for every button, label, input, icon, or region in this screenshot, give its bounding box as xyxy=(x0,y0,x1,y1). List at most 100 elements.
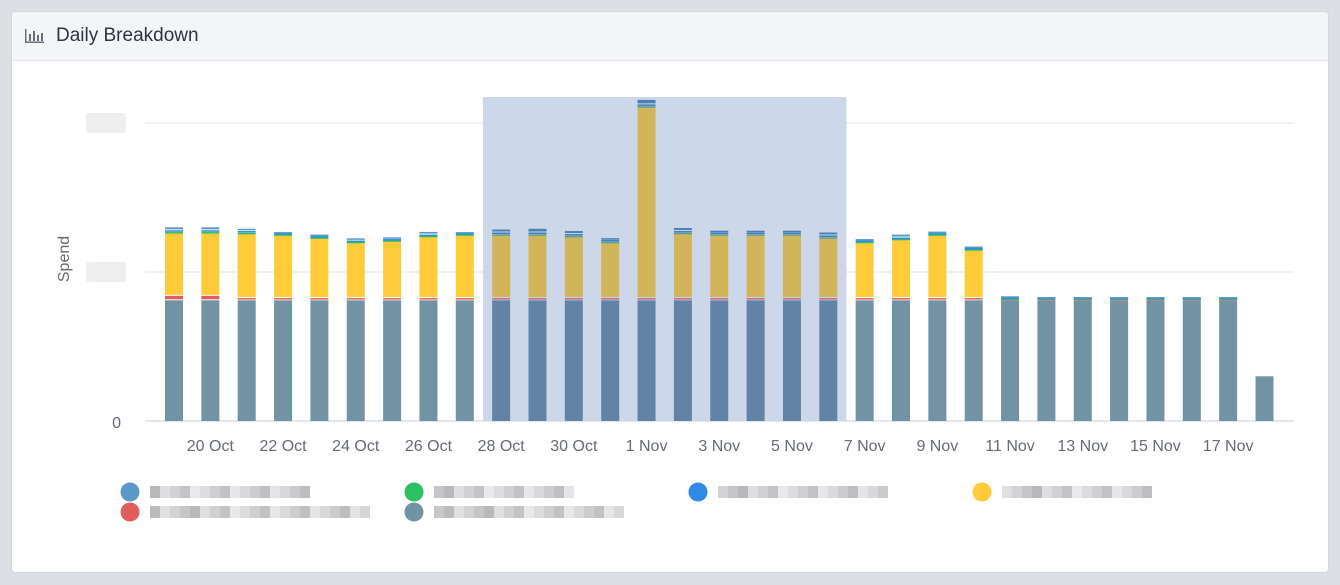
bar-segment[interactable] xyxy=(1182,297,1201,299)
bar-stack[interactable] xyxy=(237,228,256,421)
bar-segment[interactable] xyxy=(928,235,947,298)
bar-segment[interactable] xyxy=(601,242,620,298)
bar-segment[interactable] xyxy=(310,300,329,421)
bar-segment[interactable] xyxy=(746,234,765,236)
bar-segment[interactable] xyxy=(1219,297,1238,299)
bar-segment[interactable] xyxy=(165,227,183,230)
bar-segment[interactable] xyxy=(201,233,220,295)
bar-segment[interactable] xyxy=(746,300,765,421)
bar-segment[interactable] xyxy=(201,230,220,232)
bar-segment[interactable] xyxy=(782,235,801,298)
bar-segment[interactable] xyxy=(564,300,583,421)
bar-segment[interactable] xyxy=(383,239,402,241)
bar-stack[interactable] xyxy=(346,238,365,421)
bar-segment[interactable] xyxy=(637,298,656,300)
bar-segment[interactable] xyxy=(746,235,765,298)
bar-segment[interactable] xyxy=(782,232,801,235)
bar-segment[interactable] xyxy=(819,300,838,421)
bar-segment[interactable] xyxy=(855,241,874,244)
bar-segment[interactable] xyxy=(455,235,474,298)
bar-segment[interactable] xyxy=(892,239,910,298)
bar-segment[interactable] xyxy=(1001,296,1020,298)
bar-segment[interactable] xyxy=(710,230,729,233)
bar-segment[interactable] xyxy=(819,235,838,237)
bar-segment[interactable] xyxy=(637,104,656,106)
bar-segment[interactable] xyxy=(165,295,183,300)
bar-stack[interactable] xyxy=(819,232,838,421)
bar-segment[interactable] xyxy=(419,236,438,298)
bar-segment[interactable] xyxy=(383,300,402,421)
legend-item[interactable] xyxy=(120,502,371,522)
bar-segment[interactable] xyxy=(201,295,220,300)
bar-segment[interactable] xyxy=(601,238,620,240)
bar-segment[interactable] xyxy=(237,298,256,300)
bar-segment[interactable] xyxy=(346,241,365,244)
bar-segment[interactable] xyxy=(964,250,983,298)
bar-stack[interactable] xyxy=(1255,376,1274,421)
bar-segment[interactable] xyxy=(1037,300,1056,421)
bar-segment[interactable] xyxy=(855,300,874,421)
bar-segment[interactable] xyxy=(1255,376,1274,421)
bar-segment[interactable] xyxy=(746,298,765,300)
bar-segment[interactable] xyxy=(165,233,183,295)
bar-segment[interactable] xyxy=(528,235,547,298)
bar-segment[interactable] xyxy=(637,99,656,104)
bar-segment[interactable] xyxy=(455,234,474,236)
bar-segment[interactable] xyxy=(1001,298,1020,300)
bar-segment[interactable] xyxy=(419,234,438,237)
bar-segment[interactable] xyxy=(637,107,656,298)
bar-segment[interactable] xyxy=(201,232,220,234)
bar-segment[interactable] xyxy=(1073,297,1092,299)
bar-segment[interactable] xyxy=(782,234,801,236)
bar-segment[interactable] xyxy=(964,300,983,421)
bar-segment[interactable] xyxy=(201,227,220,230)
bar-segment[interactable] xyxy=(419,298,438,300)
bar-segment[interactable] xyxy=(492,298,511,300)
bar-stack[interactable] xyxy=(746,230,765,421)
bar-stack[interactable] xyxy=(165,227,183,421)
bar-segment[interactable] xyxy=(492,229,511,232)
bar-segment[interactable] xyxy=(383,298,402,300)
bar-stack[interactable] xyxy=(201,227,220,421)
bar-segment[interactable] xyxy=(383,241,402,298)
bar-segment[interactable] xyxy=(892,234,910,237)
bar-segment[interactable] xyxy=(928,233,947,235)
bar-segment[interactable] xyxy=(528,300,547,421)
bar-segment[interactable] xyxy=(892,300,910,421)
bar-segment[interactable] xyxy=(237,234,256,298)
legend-item[interactable] xyxy=(688,482,889,502)
bar-segment[interactable] xyxy=(274,233,293,235)
bar-segment[interactable] xyxy=(964,246,983,249)
bar-stack[interactable] xyxy=(492,229,511,421)
bar-segment[interactable] xyxy=(346,242,365,298)
bar-stack[interactable] xyxy=(964,246,983,421)
bar-segment[interactable] xyxy=(1001,300,1020,421)
legend-item[interactable] xyxy=(404,482,575,502)
bar-stack[interactable] xyxy=(855,239,874,421)
bar-segment[interactable] xyxy=(274,232,293,234)
bar-segment[interactable] xyxy=(1182,300,1201,421)
bar-stack[interactable] xyxy=(1037,297,1056,421)
bar-stack[interactable] xyxy=(710,230,729,421)
bar-segment[interactable] xyxy=(165,230,183,232)
bar-segment[interactable] xyxy=(673,298,692,300)
bar-stack[interactable] xyxy=(601,238,620,421)
bar-segment[interactable] xyxy=(673,300,692,421)
legend-item[interactable] xyxy=(972,482,1153,502)
bar-segment[interactable] xyxy=(964,248,983,250)
bar-segment[interactable] xyxy=(237,232,256,235)
bar-segment[interactable] xyxy=(673,231,692,233)
bar-stack[interactable] xyxy=(782,230,801,421)
bar-segment[interactable] xyxy=(1110,300,1129,421)
bar-segment[interactable] xyxy=(274,235,293,298)
bar-stack[interactable] xyxy=(564,231,583,421)
bar-segment[interactable] xyxy=(855,239,874,241)
bar-segment[interactable] xyxy=(346,300,365,421)
bar-segment[interactable] xyxy=(564,298,583,300)
bar-segment[interactable] xyxy=(782,298,801,300)
bar-segment[interactable] xyxy=(237,300,256,421)
bar-segment[interactable] xyxy=(964,298,983,300)
bar-segment[interactable] xyxy=(673,232,692,235)
bar-segment[interactable] xyxy=(310,238,329,298)
bar-stack[interactable] xyxy=(1110,297,1129,421)
